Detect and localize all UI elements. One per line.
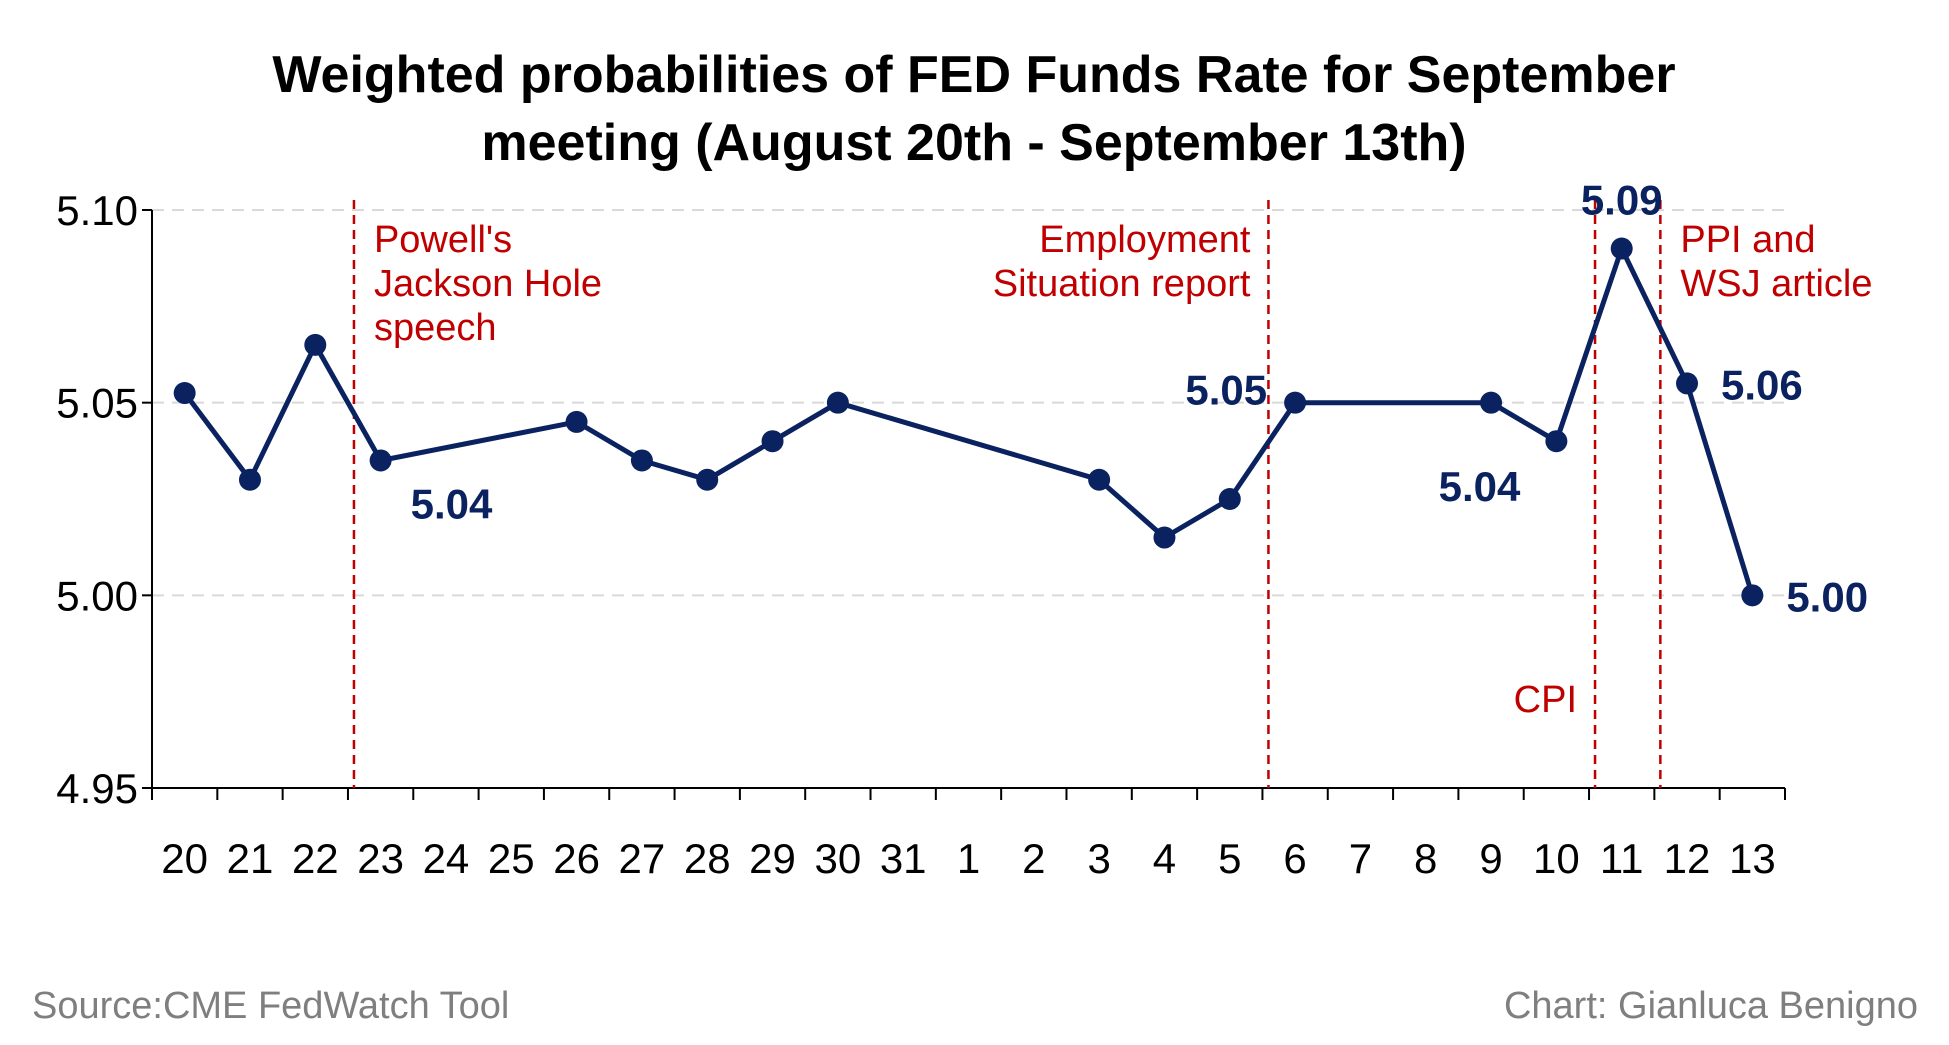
source-note: Source:CME FedWatch Tool [32, 985, 509, 1027]
data-point [304, 333, 327, 356]
data-point [238, 468, 261, 491]
y-tick-label: 5.00 [56, 572, 138, 619]
x-tick-label: 6 [1283, 835, 1306, 882]
event-annotation: speech [374, 307, 497, 349]
x-tick-label: 30 [815, 835, 862, 882]
data-point [1610, 237, 1633, 260]
data-point [565, 410, 588, 433]
data-point [630, 449, 653, 472]
data-point [173, 382, 196, 405]
y-tick-label: 5.10 [56, 187, 138, 234]
data-point [761, 430, 784, 453]
y-tick-label: 4.95 [56, 765, 138, 812]
grid-lines [152, 209, 1785, 597]
x-tick-label: 23 [357, 835, 404, 882]
data-point [826, 391, 849, 414]
x-tick-label: 21 [227, 835, 274, 882]
event-annotation: Employment [1039, 219, 1251, 261]
x-tick-label: 4 [1153, 835, 1176, 882]
x-tick-label: 7 [1349, 835, 1372, 882]
data-point [1153, 526, 1176, 549]
data-point [1676, 372, 1699, 395]
x-tick-label: 12 [1664, 835, 1711, 882]
x-tick-label: 28 [684, 835, 731, 882]
x-tick-label: 20 [161, 835, 208, 882]
x-tick-label: 9 [1479, 835, 1502, 882]
x-tick-label: 10 [1533, 835, 1580, 882]
data-point [369, 449, 392, 472]
data-label: 5.09 [1581, 177, 1663, 224]
x-tick-label: 2 [1022, 835, 1045, 882]
x-tick-label: 8 [1414, 835, 1437, 882]
chart-credit: Chart: Gianluca Benigno [1504, 985, 1918, 1027]
event-annotation: PPI and [1680, 219, 1815, 261]
chart-title-line-2: meeting (August 20th - September 13th) [481, 114, 1466, 172]
event-annotation: Situation report [993, 263, 1251, 305]
x-tick-label: 25 [488, 835, 535, 882]
event-annotation: Jackson Hole [374, 263, 602, 305]
data-point [1218, 488, 1241, 510]
data-label: 5.00 [1786, 573, 1868, 620]
data-point [1480, 391, 1503, 414]
x-tick-label: 24 [423, 835, 470, 882]
event-annotation: CPI [1514, 679, 1577, 721]
x-tick-label: 22 [292, 835, 339, 882]
y-tick-label: 5.05 [56, 380, 138, 427]
x-tick-label: 13 [1729, 835, 1776, 882]
data-point [1284, 391, 1307, 414]
x-tick-label: 3 [1087, 835, 1110, 882]
series-layer [173, 237, 1764, 607]
x-tick-label: 5 [1218, 835, 1241, 882]
x-tick-label: 11 [1600, 835, 1644, 882]
data-labels: 5.04 5.05 5.04 5.09 5.06 5.00 [411, 177, 1868, 621]
x-tick-label: 1 [957, 835, 980, 882]
data-label: 5.05 [1185, 367, 1267, 414]
data-point [1741, 584, 1764, 607]
x-tick-label: 31 [880, 835, 927, 882]
x-tick-label: 27 [619, 835, 666, 882]
data-point [696, 468, 719, 491]
event-annotation: WSJ article [1680, 263, 1872, 305]
data-point [1088, 468, 1111, 491]
chart-title-line-1: Weighted probabilities of FED Funds Rate… [272, 46, 1675, 104]
event-annotation: Powell's [374, 219, 512, 261]
data-label: 5.04 [1439, 463, 1521, 510]
x-tick-label: 26 [553, 835, 600, 882]
data-label: 5.04 [411, 480, 493, 527]
data-label: 5.06 [1721, 361, 1803, 408]
x-tick-label: 29 [749, 835, 796, 882]
data-point [1545, 430, 1568, 453]
series-line [182, 246, 1755, 597]
